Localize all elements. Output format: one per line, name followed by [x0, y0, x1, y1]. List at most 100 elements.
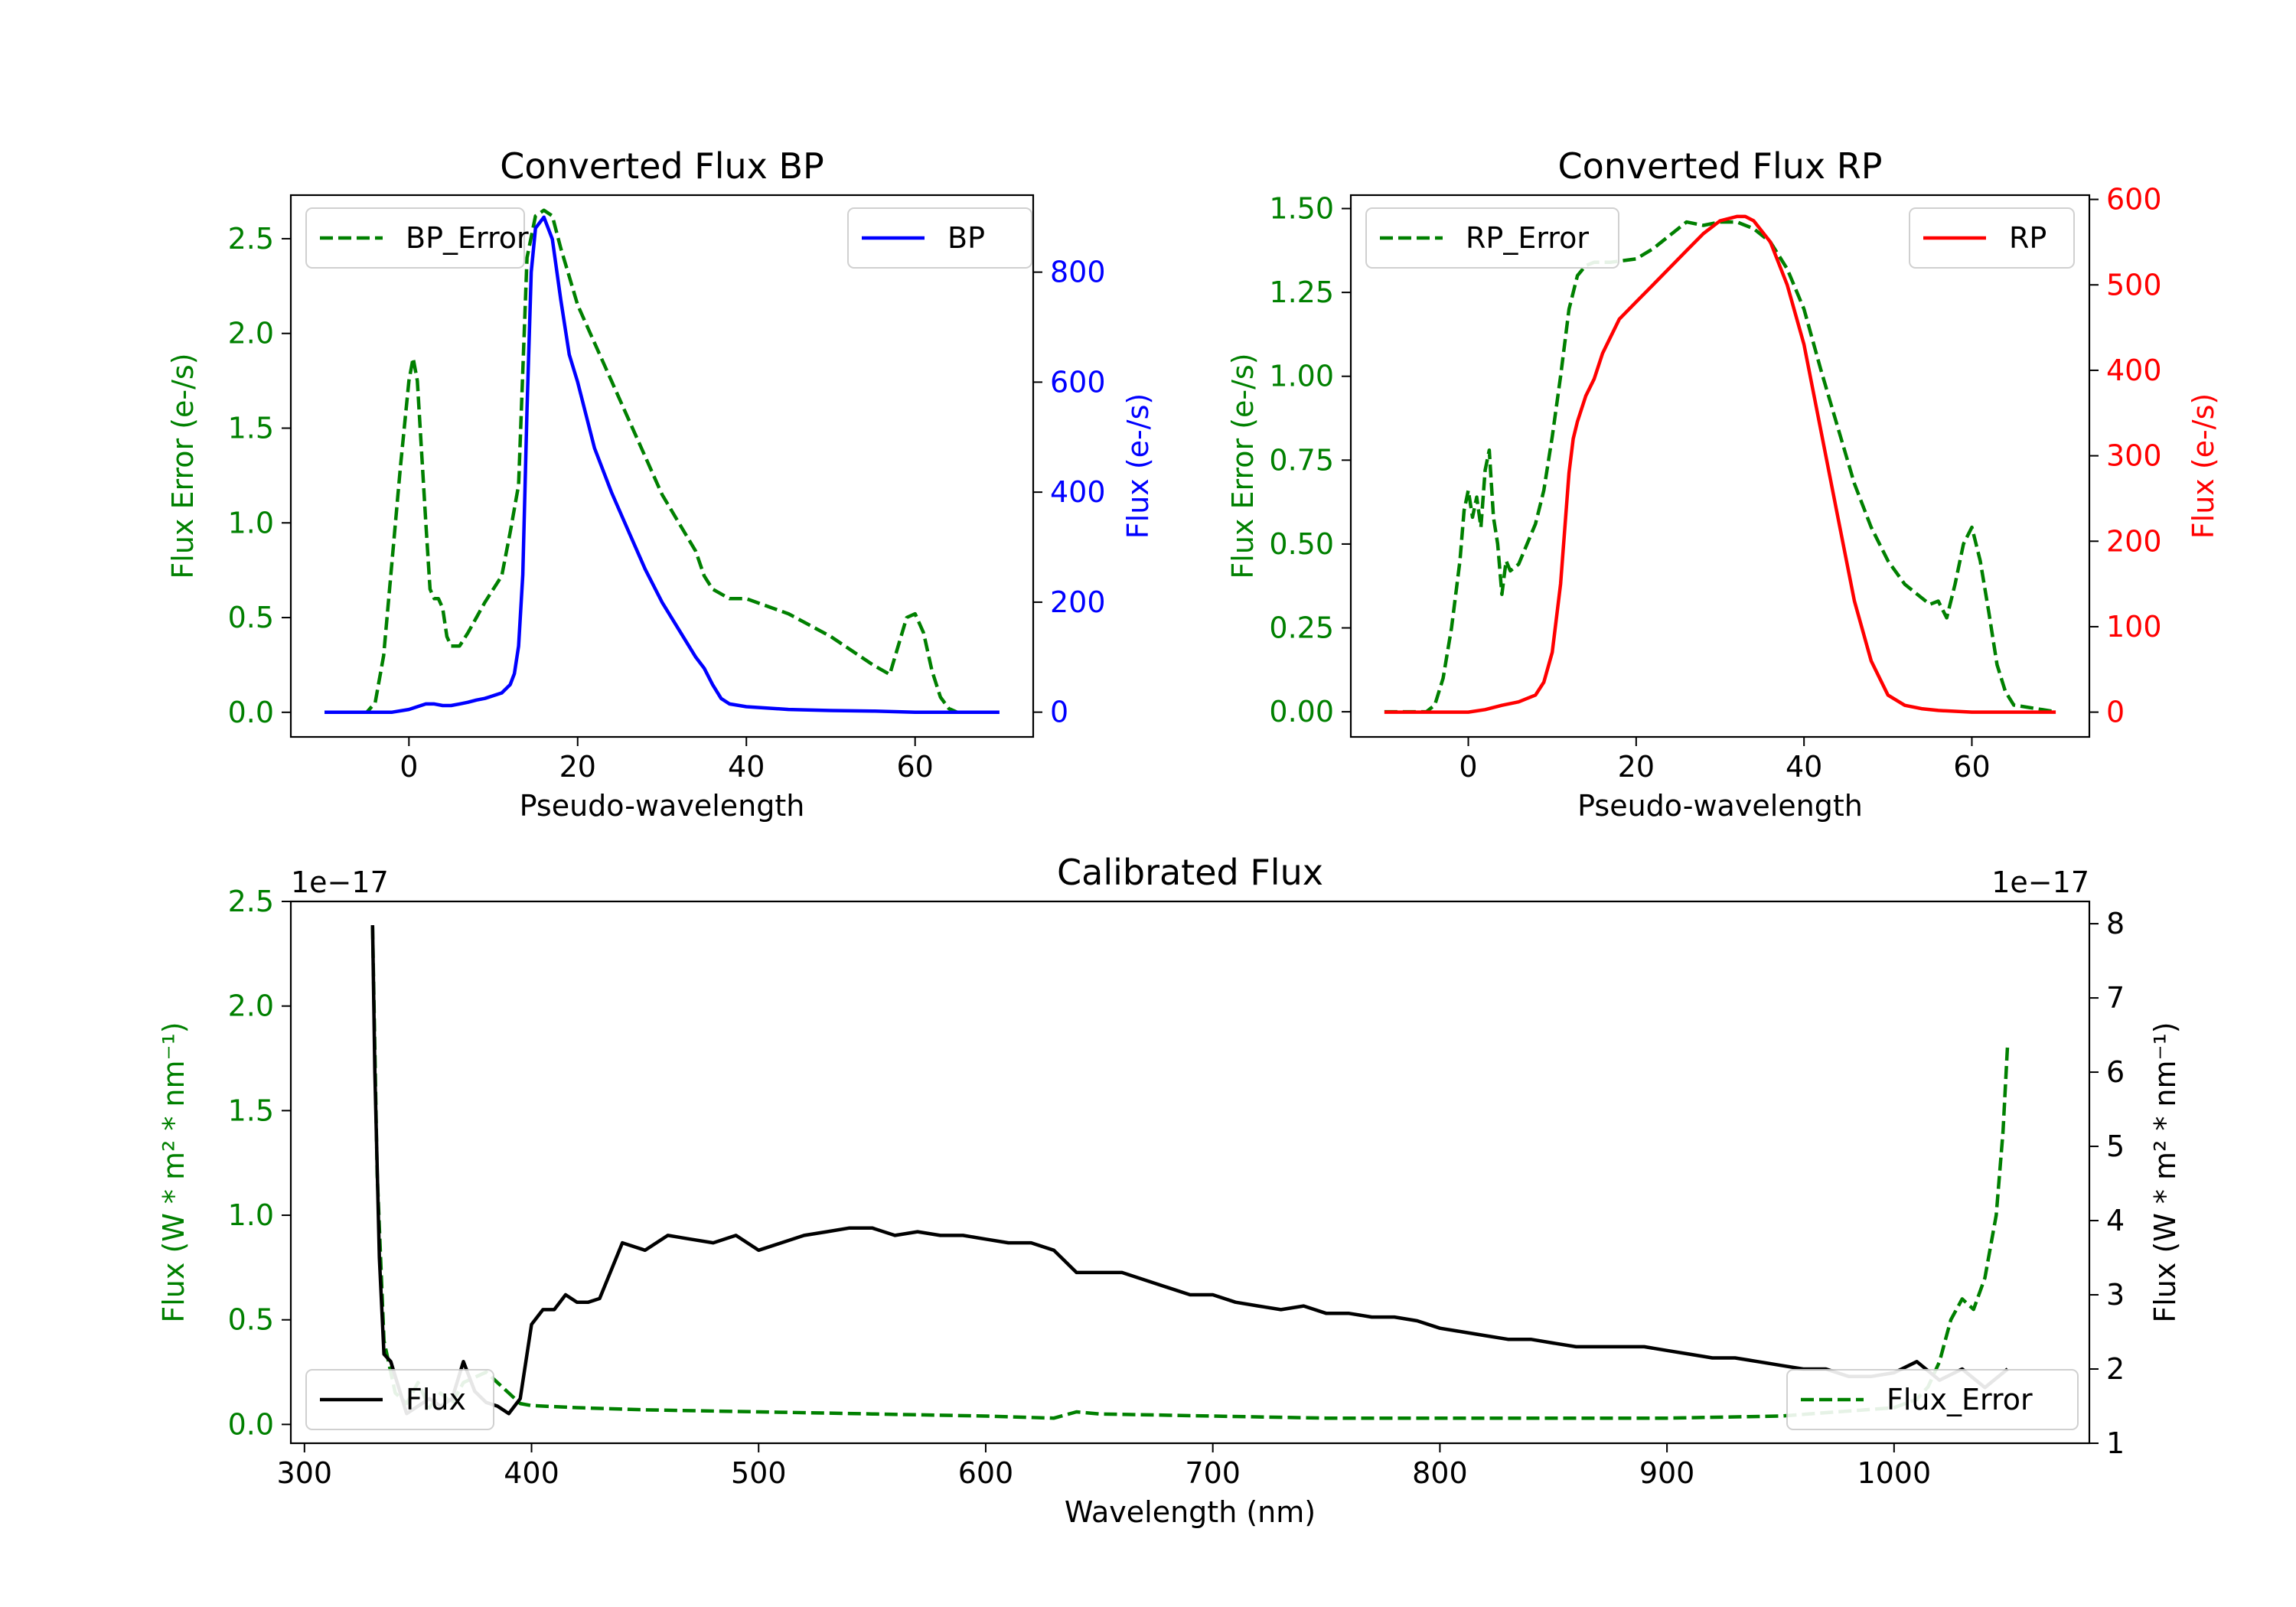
right-y-tick-label: 1 [2106, 1426, 2125, 1460]
left-y-tick-label: 0.5 [228, 601, 274, 634]
x-tick-label: 0 [400, 750, 418, 784]
legend-label: BP [947, 221, 985, 255]
x-tick-label: 400 [504, 1456, 559, 1490]
left-y-axis-label: Flux Error (e-/s) [1226, 353, 1260, 579]
left-y-tick-label: 1.50 [1269, 192, 1334, 226]
right-y-tick-label: 5 [2106, 1129, 2125, 1163]
right-y-tick-label: 0 [1050, 696, 1068, 729]
left-y-tick-label: 1.0 [228, 506, 274, 539]
chart-title: Calibrated Flux [1057, 852, 1323, 893]
legend-flux: Flux [305, 1369, 494, 1430]
plot-area [1384, 214, 2056, 714]
series-line-flux [370, 924, 2009, 1416]
legend-flux-error: Flux_Error [1786, 1369, 2079, 1430]
left-y-tick-label: 0.25 [1269, 611, 1334, 645]
right-y-tick-label: 300 [2106, 439, 2162, 473]
left-y-tick-label: 1.5 [228, 411, 274, 445]
legend-box [305, 1369, 494, 1430]
left-y-tick-label: 1.00 [1269, 360, 1334, 393]
x-tick-label: 1000 [1857, 1456, 1931, 1490]
right-y-tick-label: 600 [2106, 183, 2162, 217]
x-axis-label: Pseudo-wavelength [1577, 789, 1863, 823]
x-tick-label: 600 [958, 1456, 1014, 1490]
x-tick-label: 20 [559, 750, 596, 784]
right-y-tick-label: 8 [2106, 907, 2125, 940]
right-y-tick-label: 500 [2106, 268, 2162, 302]
right-y-tick-label: 400 [2106, 354, 2162, 387]
left-y-axis-label: Flux (W * m² * nm⁻¹) [157, 1022, 191, 1322]
right-y-tick-label: 6 [2106, 1055, 2125, 1089]
right-y-tick-label: 0 [2106, 696, 2125, 729]
x-tick-label: 40 [1786, 750, 1822, 784]
plot-area [325, 208, 1000, 715]
legend-rp: RP [1909, 207, 2075, 269]
series-line-rp-error [1384, 220, 2056, 714]
left-y-axis-label: Flux Error (e-/s) [166, 353, 200, 579]
left-y-tick-label: 0.50 [1269, 527, 1334, 561]
x-tick-label: 300 [277, 1456, 333, 1490]
left-y-tick-label: 2.0 [228, 989, 274, 1023]
axes-frame [289, 194, 1035, 738]
right-y-axis-label: Flux (e-/s) [2187, 393, 2220, 539]
legend-label: RP_Error [1466, 221, 1589, 255]
chart-title: Converted Flux BP [500, 145, 824, 187]
legend-bp-error: BP_Error [305, 207, 529, 269]
left-y-tick-label: 0.00 [1269, 695, 1334, 729]
left-y-tick-label: 2.5 [228, 885, 274, 918]
rp-chart-panel: Converted Flux RP 0 20 40 60 Pseudo-wavelengt… [1226, 145, 2220, 823]
legend-box [1786, 1369, 2079, 1430]
right-offset-text: 1e−17 [1991, 865, 2089, 899]
legend-label: Flux_Error [1887, 1383, 2033, 1416]
right-y-tick-label: 200 [2106, 524, 2162, 558]
x-tick-label: 0 [1459, 750, 1477, 784]
right-y-axis-label: Flux (W * m² * nm⁻¹) [2148, 1022, 2182, 1322]
left-y-tick-label: 1.5 [228, 1094, 274, 1127]
right-y-tick-label: 400 [1050, 475, 1106, 509]
left-offset-text: 1e−17 [291, 865, 389, 899]
x-tick-label: 60 [1953, 750, 1990, 784]
axes-frame [1349, 194, 2091, 738]
left-y-tick-label: 0.0 [228, 1407, 274, 1441]
legend-label: RP [2009, 221, 2047, 255]
x-tick-label: 20 [1618, 750, 1655, 784]
x-tick-label: 800 [1412, 1456, 1468, 1490]
legend-label: Flux [406, 1383, 466, 1416]
axes-frame [289, 900, 2091, 1445]
x-tick-label: 40 [728, 750, 765, 784]
legend-box [305, 207, 525, 269]
right-y-tick-label: 800 [1050, 256, 1106, 289]
x-axis-label: Wavelength (nm) [1065, 1495, 1316, 1529]
legend-box [847, 207, 1032, 269]
right-y-axis-label: Flux (e-/s) [1121, 393, 1155, 539]
left-y-tick-label: 0.5 [228, 1303, 274, 1337]
right-y-tick-label: 2 [2106, 1352, 2125, 1386]
legend-bp: BP [847, 207, 1032, 269]
calibrated-flux-chart-panel: Calibrated Flux 300 400 500 600 700 800 900 1000… [157, 852, 2182, 1529]
right-y-tick-label: 7 [2106, 981, 2125, 1015]
left-y-tick-label: 1.0 [228, 1198, 274, 1232]
x-tick-label: 700 [1185, 1456, 1241, 1490]
right-y-tick-label: 200 [1050, 585, 1106, 619]
right-y-tick-label: 4 [2106, 1204, 2125, 1237]
left-y-tick-label: 0.75 [1269, 443, 1334, 477]
left-y-tick-label: 1.25 [1269, 275, 1334, 309]
legend-box [1909, 207, 2075, 269]
bp-chart-panel: Converted Flux BP 0 20 40 60 Pseudo-wavelengt… [166, 145, 1155, 823]
x-tick-label: 60 [897, 750, 934, 784]
chart-title: Converted Flux RP [1558, 145, 1883, 187]
right-y-tick-label: 100 [2106, 610, 2162, 644]
series-line-bp [325, 215, 1000, 714]
right-y-tick-label: 3 [2106, 1278, 2125, 1312]
x-tick-label: 900 [1639, 1456, 1695, 1490]
legend-rp-error: RP_Error [1365, 207, 1619, 269]
series-line-rp [1384, 214, 2056, 714]
legend-box [1365, 207, 1619, 269]
legend-label: BP_Error [406, 221, 529, 255]
left-y-tick-label: 0.0 [228, 696, 274, 729]
x-tick-label: 500 [731, 1456, 787, 1490]
right-y-tick-label: 600 [1050, 365, 1106, 399]
left-y-tick-label: 2.5 [228, 222, 274, 256]
left-y-tick-label: 2.0 [228, 317, 274, 350]
x-axis-label: Pseudo-wavelength [520, 789, 805, 823]
